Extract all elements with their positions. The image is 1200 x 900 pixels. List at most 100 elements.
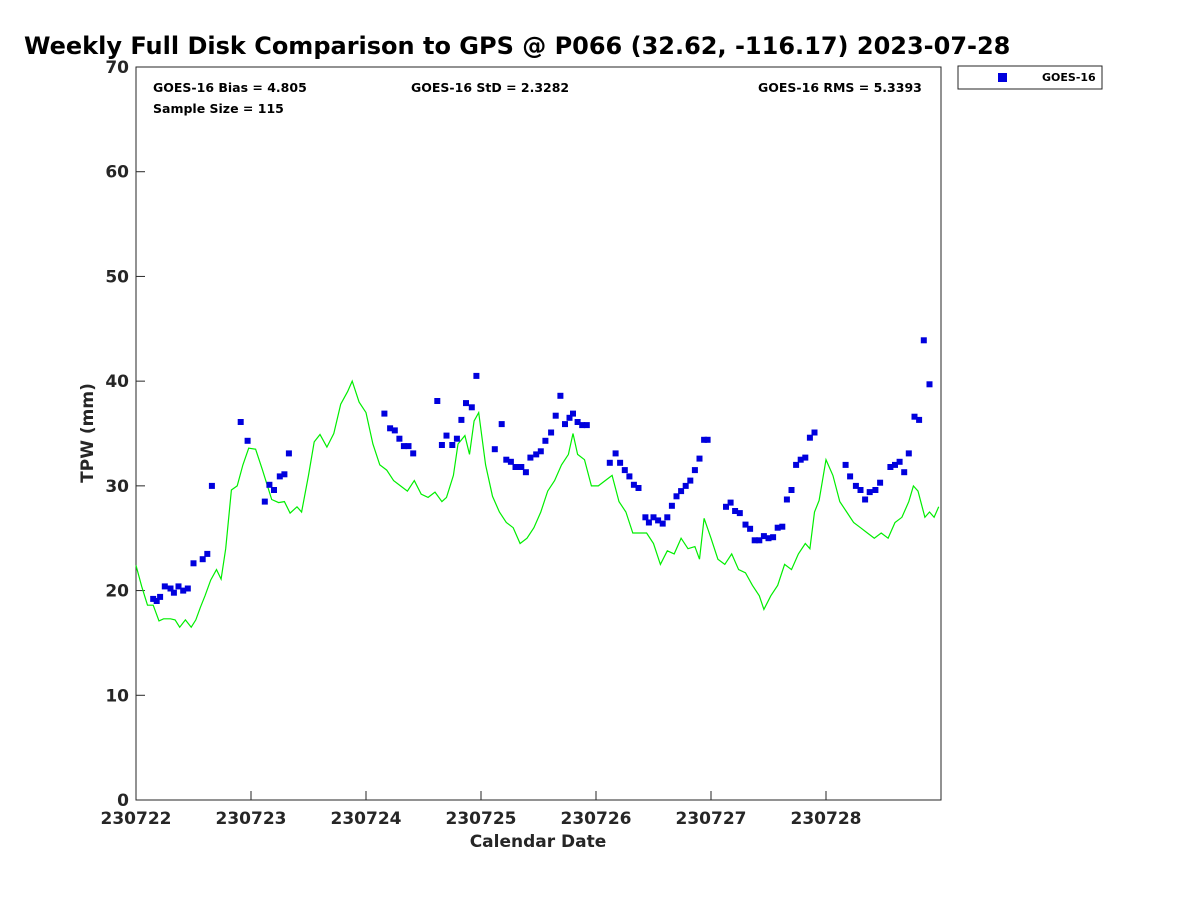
goes-point xyxy=(862,496,869,503)
chart-title: Weekly Full Disk Comparison to GPS @ P06… xyxy=(24,32,1010,60)
goes-point xyxy=(199,556,206,563)
goes-point xyxy=(400,443,407,450)
goes-point xyxy=(756,537,763,544)
y-tick-label: 70 xyxy=(105,58,129,78)
goes-point xyxy=(542,437,549,444)
goes-point xyxy=(920,337,927,344)
x-tick-label: 230723 xyxy=(216,809,287,829)
goes-point xyxy=(905,450,912,457)
goes-point xyxy=(468,404,475,411)
legend-box xyxy=(957,65,1103,90)
goes-point xyxy=(410,450,417,457)
goes-point xyxy=(626,473,633,480)
y-tick-label: 40 xyxy=(105,372,129,392)
x-tick-label: 230726 xyxy=(561,809,632,829)
goes-point xyxy=(537,448,544,455)
goes-point xyxy=(175,583,182,590)
goes-point xyxy=(901,469,908,476)
goes-point xyxy=(765,535,772,542)
goes-point xyxy=(857,487,864,493)
goes-point xyxy=(736,510,743,517)
goes-point xyxy=(847,473,854,480)
goes-point xyxy=(678,488,685,495)
goes-point xyxy=(237,419,244,425)
goes-point xyxy=(438,442,445,448)
goes-point xyxy=(793,461,800,468)
goes-point xyxy=(458,416,465,423)
x-axis: 230722 230723 230724 230725 230726 230727 2307… xyxy=(101,791,861,829)
goes-point xyxy=(150,595,157,602)
goes-point xyxy=(751,537,758,544)
goes-point xyxy=(548,429,555,436)
stat-bias: GOES-16 Bias = 4.805 xyxy=(153,80,307,95)
goes-point xyxy=(606,459,613,466)
goes-point xyxy=(926,381,933,388)
goes-point xyxy=(742,521,749,528)
goes-point xyxy=(285,450,292,457)
stat-sample-size: Sample Size = 115 xyxy=(153,101,284,116)
goes-series xyxy=(150,337,933,604)
goes-point xyxy=(664,514,671,521)
goes-point xyxy=(522,469,529,476)
x-tick-label: 230724 xyxy=(331,809,402,829)
goes-point xyxy=(774,524,781,531)
goes-point xyxy=(463,400,469,407)
goes-point xyxy=(453,435,460,442)
goes-point xyxy=(281,471,288,478)
goes-point xyxy=(673,493,680,500)
goes-point xyxy=(498,421,505,428)
goes-point xyxy=(635,485,642,491)
goes-point xyxy=(852,482,859,489)
stat-rms: GOES-16 RMS = 5.3393 xyxy=(758,80,922,95)
goes-point xyxy=(503,456,510,463)
goes-point xyxy=(911,413,918,420)
stat-std: GOES-16 StD = 2.3282 xyxy=(411,80,569,95)
y-axis-label: TPW (mm) xyxy=(78,383,98,483)
goes-point xyxy=(704,436,711,443)
goes-point xyxy=(732,508,739,514)
goes-point xyxy=(788,487,795,493)
y-tick-label: 10 xyxy=(105,686,129,706)
goes-point xyxy=(391,427,398,434)
goes-point xyxy=(574,419,581,425)
goes-point xyxy=(161,583,168,590)
goes-point xyxy=(696,455,703,462)
goes-point xyxy=(271,487,277,493)
goes-point xyxy=(396,435,403,442)
goes-point xyxy=(552,412,559,419)
goes-point xyxy=(701,436,708,443)
goes-point xyxy=(811,429,818,436)
goes-point xyxy=(645,519,652,526)
goes-point xyxy=(747,525,754,532)
goes-point xyxy=(760,533,767,540)
y-tick-label: 50 xyxy=(105,267,129,287)
goes-point xyxy=(204,550,211,557)
goes-point xyxy=(443,432,450,439)
gps-line xyxy=(135,379,940,629)
goes-point xyxy=(617,459,624,466)
goes-point xyxy=(691,467,698,474)
goes-point xyxy=(387,425,394,432)
goes-point xyxy=(896,458,903,465)
goes-point xyxy=(802,454,809,461)
goes-point xyxy=(806,434,813,441)
legend: GOES-16 xyxy=(957,65,1103,90)
y-tick-label: 0 xyxy=(117,791,129,811)
goes-point xyxy=(276,473,283,480)
gps-series xyxy=(135,379,940,629)
goes-point xyxy=(682,482,689,489)
x-axis-label: Calendar Date xyxy=(470,832,607,852)
goes-point xyxy=(866,489,873,496)
goes-point xyxy=(916,416,923,423)
goes-point xyxy=(642,514,649,521)
y-axis: 0 10 20 30 40 50 60 70 xyxy=(105,58,145,811)
goes-point xyxy=(779,523,786,530)
goes-point xyxy=(723,503,729,510)
plot-frame xyxy=(135,66,942,801)
goes-point xyxy=(518,464,525,470)
goes-point xyxy=(266,481,273,488)
y-tick-label: 60 xyxy=(105,163,129,183)
goes-point xyxy=(190,560,197,567)
x-tick-label: 230727 xyxy=(676,809,747,829)
